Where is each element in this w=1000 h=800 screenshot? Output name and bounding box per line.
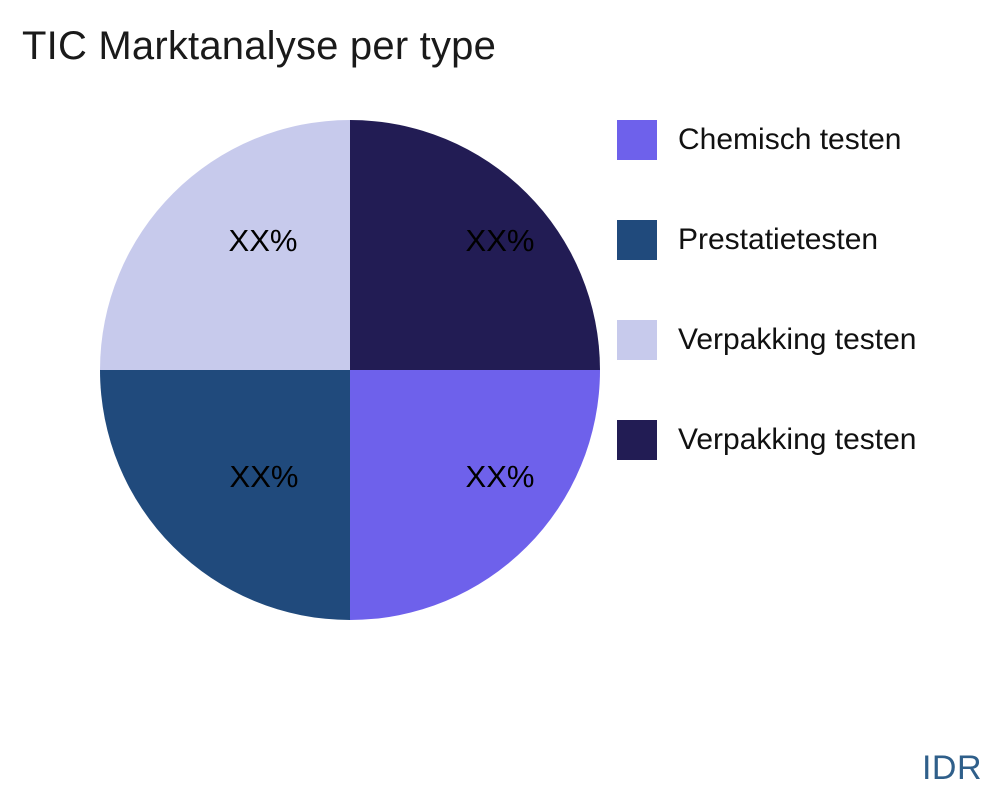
- legend-swatch-icon: [617, 220, 657, 260]
- legend-item: Chemisch testen: [617, 120, 917, 160]
- legend-swatch-icon: [617, 120, 657, 160]
- legend: Chemisch testen Prestatietesten Verpakki…: [617, 120, 917, 520]
- slice-label: XX%: [465, 223, 535, 258]
- legend-label: Verpakking testen: [678, 323, 917, 356]
- pie-chart: XX% XX% XX% XX%: [100, 120, 600, 620]
- chart-title: TIC Marktanalyse per type: [22, 24, 497, 68]
- legend-item: Verpakking testen: [617, 420, 917, 460]
- slice-label: XX%: [228, 223, 298, 258]
- legend-label: Prestatietesten: [678, 223, 879, 256]
- legend-swatch-icon: [617, 420, 657, 460]
- slice-label: XX%: [465, 459, 535, 494]
- legend-item: Verpakking testen: [617, 320, 917, 360]
- legend-item: Prestatietesten: [617, 220, 917, 260]
- slice-label: XX%: [229, 459, 299, 494]
- legend-label: Verpakking testen: [678, 423, 917, 456]
- watermark-idr: IDR: [921, 749, 982, 787]
- legend-label: Chemisch testen: [678, 123, 902, 156]
- legend-swatch-icon: [617, 320, 657, 360]
